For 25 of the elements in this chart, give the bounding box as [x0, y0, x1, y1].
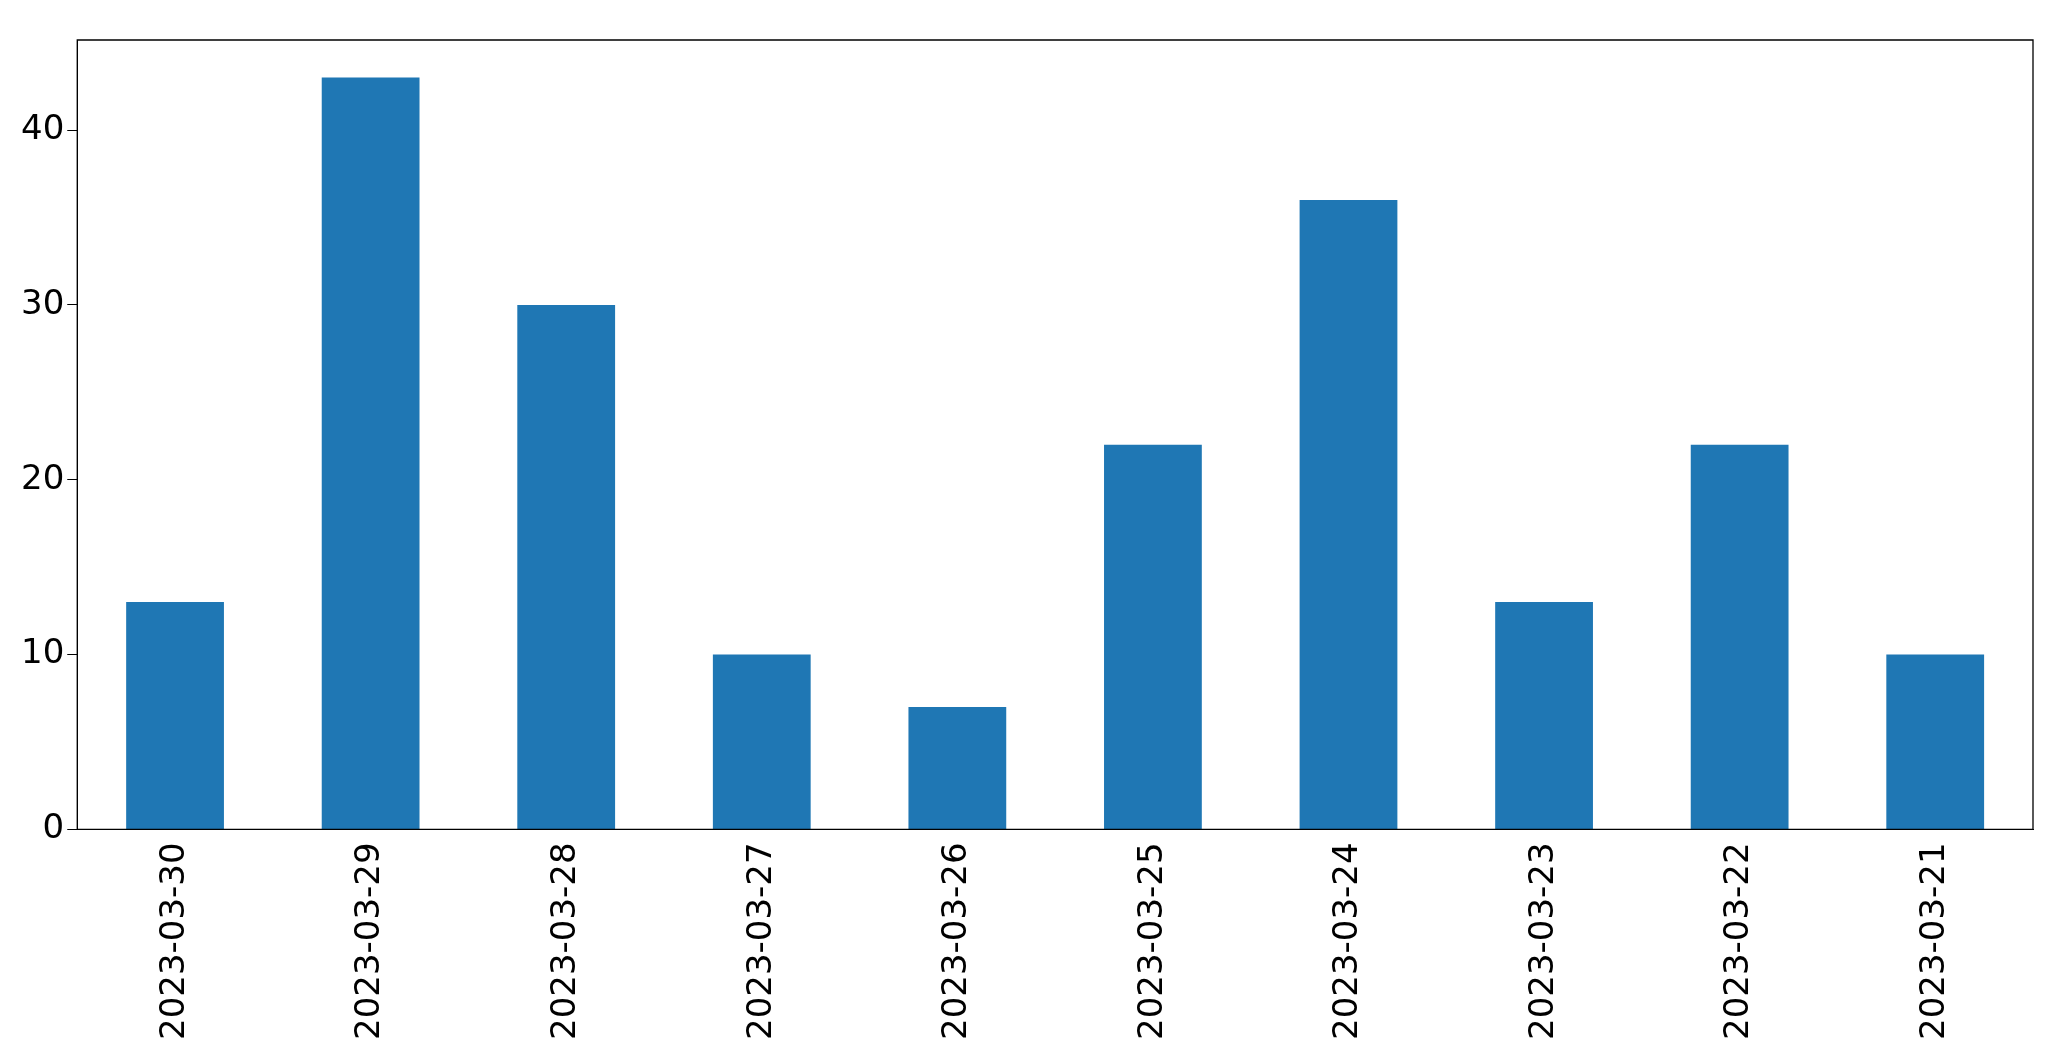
- bar: [908, 707, 1007, 829]
- x-tick-label: 2023-03-23: [1520, 842, 1561, 1040]
- bar: [712, 654, 811, 829]
- y-tick-label: 40: [21, 106, 65, 147]
- x-tick-label: 2023-03-26: [934, 842, 975, 1040]
- y-tick-label: 0: [42, 806, 65, 847]
- x-tick-label: 2023-03-21: [1912, 842, 1953, 1040]
- bar: [1299, 199, 1398, 829]
- x-tick-label: 2023-03-29: [347, 842, 388, 1040]
- x-tick-label: 2023-03-24: [1325, 842, 1366, 1040]
- bar: [1104, 444, 1202, 829]
- bar: [1886, 654, 1985, 829]
- y-tick-label: 30: [21, 281, 65, 322]
- bar: [321, 77, 420, 829]
- x-tick-label: 2023-03-27: [738, 842, 779, 1040]
- x-tick-label: 2023-03-30: [151, 842, 192, 1040]
- x-tick-label: 2023-03-25: [1129, 842, 1170, 1040]
- bar: [1495, 602, 1593, 829]
- y-tick-label: 20: [21, 456, 65, 497]
- x-tick-label: 2023-03-22: [1716, 842, 1757, 1040]
- bar: [1690, 444, 1789, 829]
- x-tick-label: 2023-03-28: [543, 842, 584, 1040]
- bar: [517, 304, 616, 829]
- bar: [126, 602, 224, 829]
- y-tick-label: 10: [21, 631, 65, 672]
